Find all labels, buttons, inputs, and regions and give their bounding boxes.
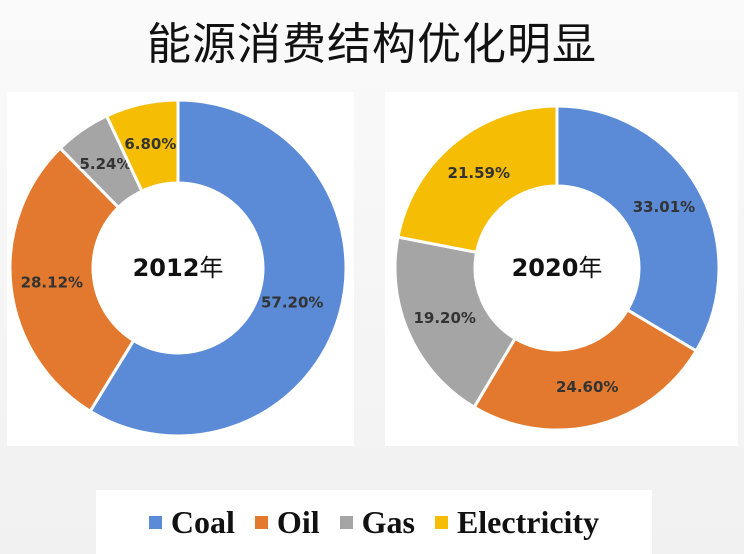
slice-electricity-2020	[396, 104, 559, 255]
data-label-coal-2020: 33.01%	[633, 198, 695, 216]
legend-label-coal: Coal	[170, 503, 235, 540]
data-label-electricity-2020: 21.59%	[448, 164, 510, 182]
slice-oil-2012	[8, 146, 136, 414]
slice-coal-2012	[88, 98, 348, 438]
legend-label-oil: Oil	[276, 503, 320, 540]
page-title: 能源消费结构优化明显	[147, 19, 597, 70]
legend-label-gas: Gas	[361, 503, 415, 540]
data-label-gas-2012: 5.24%	[79, 155, 131, 173]
data-label-gas-2020: 19.20%	[413, 309, 475, 327]
legend-swatch-oil	[254, 515, 268, 529]
legend-swatch-coal	[148, 515, 162, 529]
data-label-oil-2012: 28.12%	[21, 273, 83, 291]
legend-item-coal: Coal	[148, 503, 235, 541]
legend-swatch-gas	[339, 515, 353, 529]
legend-item-gas: Gas	[339, 503, 415, 541]
data-label-electricity-2012: 6.80%	[124, 135, 176, 153]
legend-item-oil: Oil	[254, 503, 320, 541]
donut-chart-2020: 33.01% 24.60% 19.20% 21.59% 2020年	[385, 92, 738, 446]
donut-chart-2012-svg: 57.20% 28.12% 5.24% 6.80% 2012年	[8, 98, 348, 438]
legend-label-electricity: Electricity	[456, 503, 600, 540]
center-label-2012: 2012年	[133, 254, 224, 282]
slice-coal-2020	[555, 104, 721, 353]
donut-chart-2020-svg: 33.01% 24.60% 19.20% 21.59% 2020年	[393, 104, 721, 432]
data-label-oil-2020: 24.60%	[556, 378, 618, 396]
slice-electricity-2012	[104, 98, 180, 194]
data-label-coal-2012: 57.20%	[261, 293, 323, 311]
legend-swatch-electricity	[434, 515, 448, 529]
center-label-2020: 2020年	[512, 254, 603, 282]
legend-item-electricity: Electricity	[434, 503, 600, 541]
donut-chart-2012: 57.20% 28.12% 5.24% 6.80% 2012年	[7, 92, 354, 446]
slice-oil-2020	[472, 307, 699, 432]
chart-legend: Coal Oil Gas Electricity	[96, 490, 652, 554]
slice-gas-2020	[393, 235, 518, 410]
